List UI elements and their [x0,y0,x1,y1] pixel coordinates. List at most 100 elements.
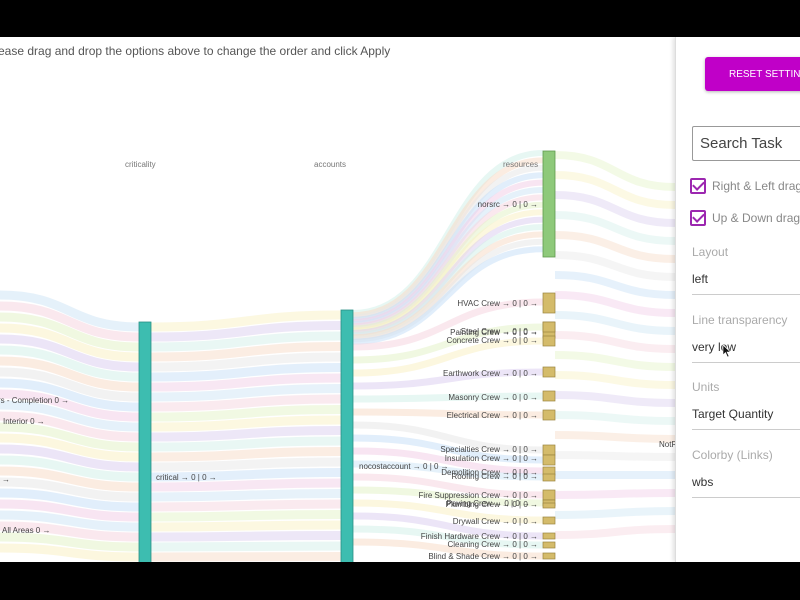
node-norsrc[interactable] [542,150,556,258]
sankey-diagram: criticality accounts resources rs - Comp… [0,150,675,562]
resource-node[interactable] [542,502,556,509]
column-title-criticality: criticality [125,160,156,169]
resource-node[interactable] [542,454,556,466]
sankey-link [0,466,140,492]
sankey-link [0,488,140,512]
resource-node-label: HVAC Crew → 0 | 0 → [457,299,538,308]
sankey-link [0,334,140,372]
reset-settings-button[interactable]: RESET SETTINGS [705,57,800,91]
resource-node[interactable] [542,516,556,525]
left-label-all-areas: All Areas 0 → [2,526,50,535]
sankey-link [150,384,342,402]
resource-node[interactable] [542,409,556,421]
sankey-link [150,415,342,432]
sankey-link [554,431,675,443]
checkbox-right-left-dragging[interactable]: Right & Left dragging [690,178,800,194]
sankey-link [554,391,675,407]
node-nocostaccount[interactable] [340,309,354,562]
resource-node[interactable] [542,532,556,540]
left-node-labels: rs - Completion 0 → Interior 0 → → All A… [0,396,69,535]
sankey-link [0,532,140,552]
sankey-link [352,525,544,549]
sankey-link [0,301,140,342]
colorby-select[interactable]: wbs [692,475,800,498]
sankey-link [150,394,342,412]
sankey-link [150,457,342,472]
instruction-text: ease drag and drop the options above to … [0,44,391,58]
resource-node-label: Insulation Crew → 0 | 0 → [445,454,538,463]
resource-node-label: Concrete Crew → 0 | 0 → [447,336,538,345]
checkbox-up-down-dragging[interactable]: Up & Down dragging [690,210,800,226]
sankey-chart-area: criticality accounts resources rs - Comp… [0,37,675,562]
checkbox-checked-icon[interactable] [690,178,706,194]
resource-node[interactable] [542,541,556,549]
units-select[interactable]: Target Quantity [692,407,800,430]
mouse-cursor-icon [722,344,732,358]
sankey-link [554,331,675,353]
sankey-link [150,552,342,562]
sankey-link [554,171,675,209]
column-title-resources: resources [503,160,538,169]
resource-node[interactable] [542,335,556,347]
sankey-link [352,368,544,390]
resource-node-label: norsrc → 0 | 0 → [478,200,538,209]
sankey-link [0,389,140,422]
resource-node[interactable] [542,366,556,378]
layout-label: Layout [692,245,729,259]
sankey-link [554,291,675,317]
node-label-critical: critical → 0 | 0 → [156,473,217,482]
sankey-link [150,426,342,442]
resource-node-label: Cleaning Crew → 0 | 0 → [447,540,538,549]
resource-node[interactable] [542,552,556,560]
checkbox-checked-icon[interactable] [690,210,706,226]
sankey-link [150,489,342,502]
node-critical[interactable] [138,321,152,562]
sankey-link [150,468,342,482]
sankey-link [0,422,140,452]
left-label-interior: Interior 0 → [3,417,45,426]
resource-node-label: Finish Hardware Crew → 0 | 0 → [421,532,538,541]
column-title-accounts: accounts [314,160,346,169]
sankey-link [554,411,675,425]
resource-node-label: Paving Crew → 0 | 0 → [447,499,530,508]
resource-node-label: Demolition Crew → 0 | 0 → [441,468,538,477]
sankey-link [352,447,544,475]
node-label-nocostaccount: nocostaccount → 0 | 0 → [359,462,449,471]
sankey-link [0,510,140,532]
resource-node[interactable] [542,473,556,482]
sankey-link [150,510,342,522]
sankey-link [554,351,675,371]
sankey-link [150,436,342,452]
sankey-link [0,400,140,432]
sankey-link [352,323,544,364]
resource-node[interactable] [542,321,556,333]
sankey-link [554,451,675,461]
search-task-input[interactable] [692,126,800,161]
sankey-link [150,499,342,512]
sankey-link [150,342,342,362]
sankey-link [150,447,342,462]
sankey-link [554,231,675,263]
line-transparency-label: Line transparency [692,313,788,327]
resource-node[interactable] [542,390,556,402]
sankey-link [554,251,675,281]
layout-select[interactable]: left [692,272,800,295]
sankey-link [0,378,140,412]
sankey-link [150,520,342,532]
sankey-link [150,352,342,372]
sankey-link [352,408,544,419]
sankey-link [352,434,544,464]
sankey-link [352,499,544,524]
sankey-link [150,310,342,332]
resource-node[interactable] [542,444,556,456]
left-label-completion: rs - Completion 0 → [0,396,69,405]
resource-node-label: Steel Crew → 0 | 0 → [461,327,538,336]
resource-node[interactable] [542,489,556,501]
resource-node[interactable] [542,292,556,314]
sankey-link [0,411,140,442]
sankey-link [0,356,140,392]
sankey-link [554,311,675,335]
sankey-link [0,433,140,462]
sankey-link [0,290,140,332]
line-transparency-select[interactable]: very low [692,340,800,363]
